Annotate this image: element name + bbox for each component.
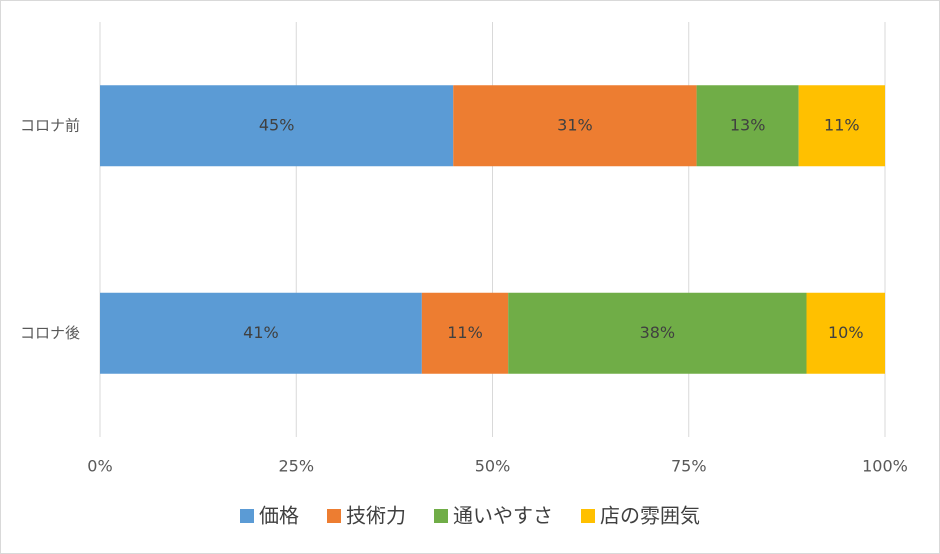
legend-label: 店の雰囲気: [600, 504, 700, 528]
bar-segment: [453, 85, 697, 167]
legend-label: 通いやすさ: [453, 504, 553, 528]
data-label: 31%: [557, 115, 593, 134]
legend-label: 価格: [259, 504, 299, 528]
legend-swatch: [434, 509, 448, 523]
data-label: 11%: [824, 115, 860, 134]
legend-label: 技術力: [346, 504, 406, 528]
bar-segment: [421, 292, 509, 374]
data-label: 38%: [640, 323, 676, 342]
category-label: コロナ後: [20, 324, 80, 342]
data-label: 11%: [447, 323, 483, 342]
legend-swatch: [581, 509, 595, 523]
data-label: 41%: [243, 323, 279, 342]
data-label: 10%: [828, 323, 864, 342]
bar-segment: [508, 292, 807, 374]
bar-segment: [100, 292, 422, 374]
x-tick-label: 75%: [671, 457, 707, 476]
data-label: 45%: [259, 115, 295, 134]
legend-swatch: [240, 509, 254, 523]
bar-segment: [100, 85, 454, 167]
legend-swatch: [327, 509, 341, 523]
bar-segment: [696, 85, 799, 167]
bar-segment: [798, 85, 885, 167]
bar-segment: [806, 292, 885, 374]
data-label: 13%: [730, 115, 766, 134]
category-label: コロナ前: [20, 116, 80, 134]
x-tick-label: 100%: [862, 457, 908, 476]
x-tick-label: 50%: [475, 457, 511, 476]
x-tick-label: 0%: [87, 457, 112, 476]
x-tick-label: 25%: [278, 457, 314, 476]
